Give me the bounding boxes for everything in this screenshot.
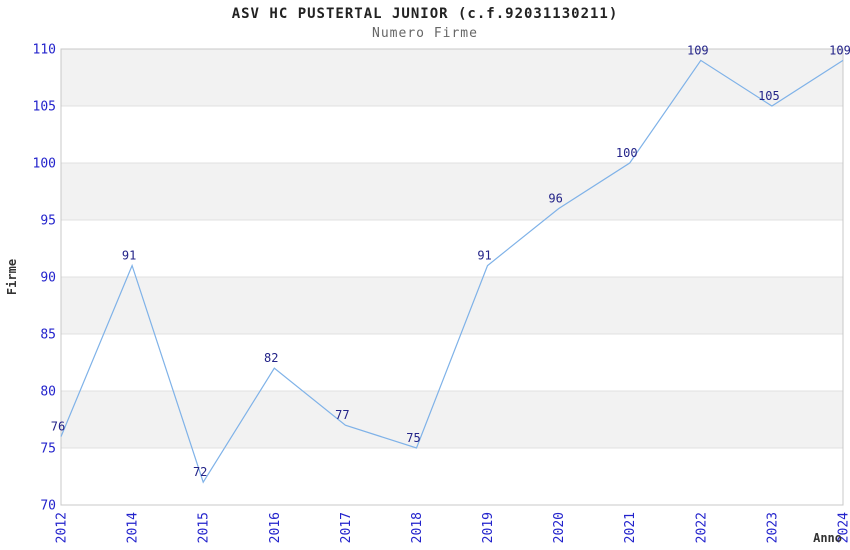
y-tick-label: 95 [40,214,56,229]
point-label: 109 [687,43,709,57]
point-label: 77 [335,408,349,422]
y-tick-label: 100 [33,157,56,172]
x-tick-label: 2022 [694,512,709,543]
y-axis-title: Firme [5,258,19,296]
point-label: 91 [122,249,136,263]
x-tick-label: 2020 [552,512,567,543]
plot-band [61,277,843,334]
point-label: 82 [264,351,278,365]
y-tick-label: 90 [40,271,56,286]
y-tick-label: 70 [40,499,56,514]
y-tick-label: 110 [33,43,56,58]
plot-band [61,49,843,106]
point-label: 96 [548,192,562,206]
x-tick-label: 2016 [268,512,283,543]
point-label: 75 [406,431,420,445]
x-tick-label: 2023 [765,512,780,543]
x-tick-label: 2019 [481,512,496,543]
point-label: 91 [477,249,491,263]
y-tick-label: 105 [33,100,56,115]
plot-band [61,163,843,220]
point-label: 100 [616,146,638,160]
x-tick-label: 2012 [55,512,70,543]
point-label: 76 [51,420,65,434]
data-line [60,59,844,484]
x-tick-label: 2021 [623,512,638,543]
x-tick-label: 2024 [837,512,850,543]
chart-subtitle: Numero Firme [372,26,478,41]
point-label: 109 [829,43,850,57]
x-tick-label: 2017 [339,512,354,543]
point-label: 105 [758,89,780,103]
plot-band [61,391,843,448]
x-axis-title: Anno [813,531,842,545]
y-tick-label: 80 [40,385,56,400]
x-tick-label: 2014 [126,512,141,543]
chart-title: ASV HC PUSTERTAL JUNIOR (c.f.92031130211… [231,6,619,22]
plot-border [60,48,844,506]
x-tick-label: 2018 [410,512,425,543]
y-tick-label: 75 [40,442,56,457]
x-tick-label: 2015 [197,512,212,543]
y-tick-label: 85 [40,328,56,343]
point-label: 72 [193,465,207,479]
